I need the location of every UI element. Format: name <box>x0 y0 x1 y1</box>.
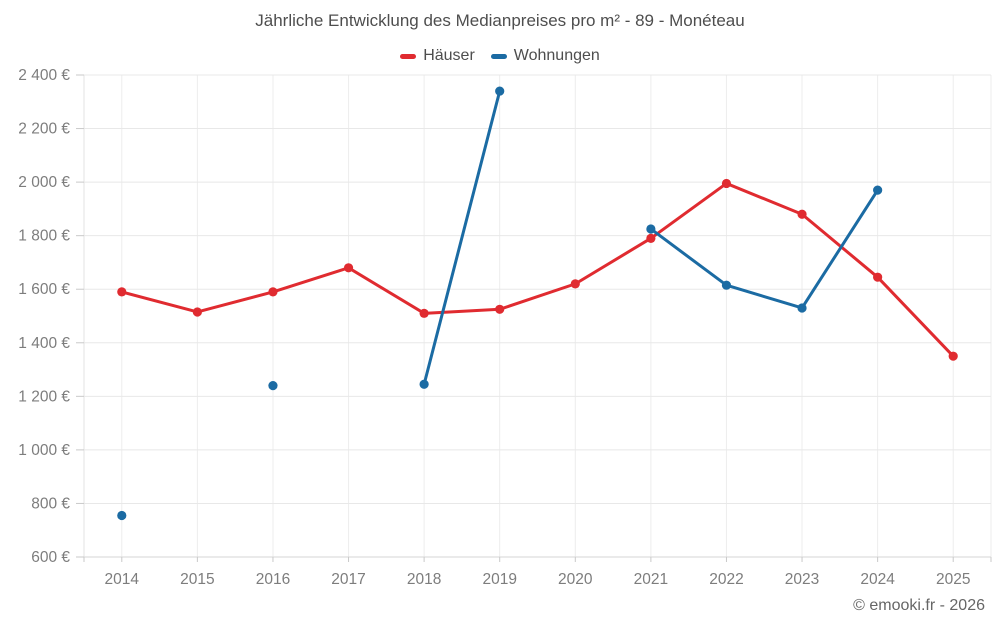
data-point-wohnungen-2018[interactable] <box>419 379 429 389</box>
data-point-wohnungen-2016[interactable] <box>268 381 278 391</box>
y-tick-label: 2 400 € <box>18 67 70 84</box>
series-wohnungen <box>117 86 883 521</box>
x-tick-label: 2023 <box>785 571 819 588</box>
data-point-wohnungen-2024[interactable] <box>873 185 883 195</box>
y-tick-label: 1 400 € <box>18 335 70 352</box>
series-häuser <box>117 178 958 361</box>
vertical-gridlines <box>83 75 992 557</box>
data-point-häuser-2014[interactable] <box>117 287 127 297</box>
y-axis-labels: 600 € 800 € 1 000 € 1 200 € 1 400 € 1 600 € 1 … <box>18 67 70 566</box>
series-line-wohnungen <box>649 188 880 310</box>
data-point-häuser-2021[interactable] <box>646 233 656 243</box>
chart-legend: Häuser Wohnungen <box>0 47 1000 65</box>
x-tick-label: 2020 <box>558 571 593 588</box>
x-tick-label: 2015 <box>180 571 214 588</box>
legend-label-häuser: Häuser <box>423 47 475 64</box>
legend-swatch-häuser <box>400 53 417 59</box>
x-tick-label: 2018 <box>407 571 441 588</box>
data-point-häuser-2017[interactable] <box>343 263 354 273</box>
data-point-häuser-2023[interactable] <box>797 209 807 219</box>
legend-label-wohnungen: Wohnungen <box>513 47 600 64</box>
data-point-häuser-2019[interactable] <box>495 304 505 314</box>
data-point-wohnungen-2019[interactable] <box>495 86 505 96</box>
x-tick-label: 2017 <box>331 571 365 588</box>
data-point-häuser-2018[interactable] <box>419 308 429 318</box>
x-axis-labels: 2014 2015 2016 2017 2018 2019 2020 2021 2022 2023… <box>83 557 992 588</box>
legend-item-wohnungen[interactable]: Wohnungen <box>490 47 600 65</box>
x-tick-label: 2021 <box>634 571 668 588</box>
y-tick-label: 1 000 € <box>18 442 70 459</box>
series-line-häuser <box>120 181 955 358</box>
y-tick-label: 1 800 € <box>18 228 70 245</box>
data-point-häuser-2016[interactable] <box>268 287 278 297</box>
y-tick-label: 800 € <box>31 495 70 512</box>
x-tick-label: 2022 <box>709 571 743 588</box>
chart-title: Jährliche Entwicklung des Medianpreises … <box>255 11 745 30</box>
data-point-wohnungen-2021[interactable] <box>646 224 656 234</box>
x-tick-label: 2025 <box>936 571 970 588</box>
y-tick-label: 1 600 € <box>18 281 70 298</box>
legend-swatch-wohnungen <box>490 53 507 59</box>
data-point-häuser-2022[interactable] <box>721 178 732 189</box>
copyright-credit: © emooki.fr - 2026 <box>853 597 985 614</box>
data-point-wohnungen-2022[interactable] <box>721 280 732 290</box>
y-tick-label: 1 200 € <box>18 388 70 405</box>
data-point-häuser-2015[interactable] <box>192 307 202 317</box>
data-point-häuser-2025[interactable] <box>948 351 958 361</box>
y-tick-label: 2 200 € <box>18 121 70 138</box>
data-point-wohnungen-2023[interactable] <box>797 303 807 313</box>
data-point-häuser-2020[interactable] <box>570 279 580 289</box>
y-tick-label: 2 000 € <box>18 174 70 191</box>
y-tick-label: 600 € <box>31 549 70 566</box>
x-tick-label: 2014 <box>105 571 140 588</box>
legend-item-häuser[interactable]: Häuser <box>400 47 475 65</box>
x-tick-label: 2024 <box>860 571 895 588</box>
x-tick-label: 2016 <box>256 571 290 588</box>
series-line-wohnungen <box>422 89 502 386</box>
data-point-häuser-2024[interactable] <box>873 272 883 282</box>
data-point-wohnungen-2014[interactable] <box>117 510 127 521</box>
horizontal-gridlines <box>76 74 991 558</box>
x-tick-label: 2019 <box>482 571 516 588</box>
